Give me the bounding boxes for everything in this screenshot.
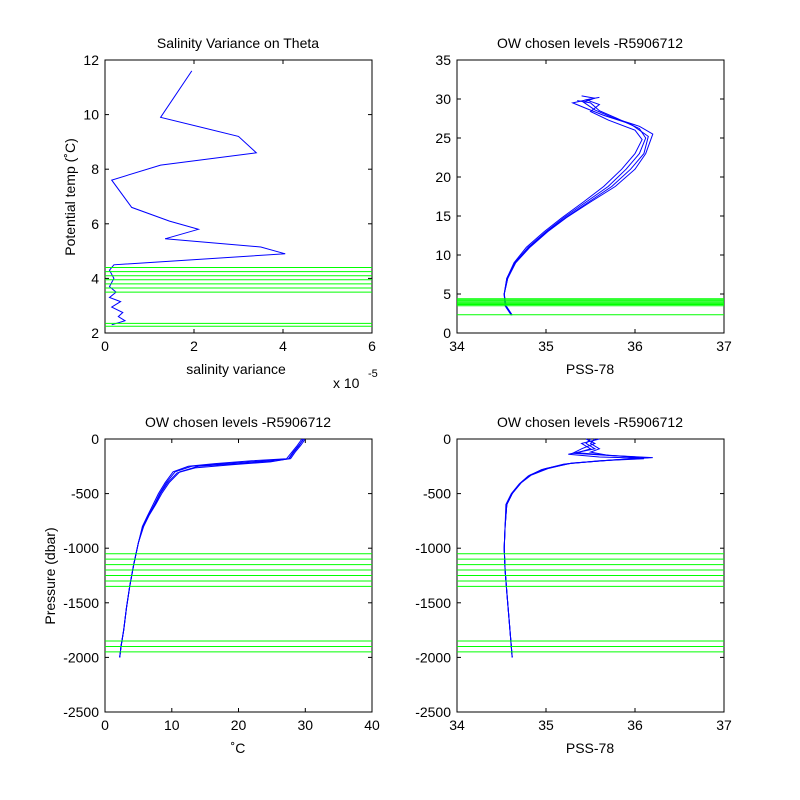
y-tick-label: 12 — [83, 52, 99, 68]
panel-title: OW chosen levels -R5906712 — [145, 414, 331, 430]
y-tick-label: -2000 — [63, 649, 99, 665]
series-line-1 — [108, 70, 286, 326]
x-tick-label: 4 — [279, 338, 287, 354]
y-axis-label: Pressure (dbar) — [42, 527, 58, 624]
y-tick-label: -2000 — [415, 649, 451, 665]
panel-title: Salinity Variance on Theta — [157, 35, 319, 51]
x-tick-label: 37 — [716, 717, 732, 733]
y-tick-label: -1500 — [415, 595, 451, 611]
x-tick-label: 37 — [716, 338, 732, 354]
series-line-3 — [503, 96, 643, 316]
x-tick-label: 34 — [449, 717, 465, 733]
x-multiplier-base: x 10 — [333, 375, 360, 391]
x-tick-label: 35 — [538, 717, 554, 733]
chosen-levels-layer — [105, 553, 372, 653]
x-axis-label: PSS-78 — [566, 361, 614, 377]
ticks-layer: 34 35 36 37 0 5 10 15 20 25 30 35 — [435, 52, 732, 354]
series-line-4 — [503, 438, 649, 658]
x-tick-label: 35 — [538, 338, 554, 354]
series-layer — [503, 438, 653, 658]
ticks-layer: 0 10 20 30 40 -2500 -2000 -1500 -1000 -500 0 — [63, 431, 380, 733]
x-tick-label: 34 — [449, 338, 465, 354]
y-tick-label: 0 — [443, 325, 451, 341]
theta-salinity-panel: 34 35 36 37 0 5 10 15 20 25 30 35 OW chosen levels … — [435, 35, 732, 377]
x-tick-label: 0 — [101, 338, 109, 354]
x-tick-label: 30 — [298, 717, 314, 733]
y-tick-label: 30 — [435, 91, 451, 107]
x-axis-label: PSS-78 — [566, 740, 614, 756]
y-tick-label: 4 — [91, 270, 99, 286]
y-tick-label: 10 — [83, 107, 99, 123]
chosen-levels-layer — [105, 267, 372, 327]
y-tick-label: 10 — [435, 247, 451, 263]
x-tick-label: 36 — [627, 338, 643, 354]
x-tick-label: 36 — [627, 717, 643, 733]
y-tick-label: 0 — [91, 431, 99, 447]
y-tick-label: -2500 — [415, 704, 451, 720]
y-tick-label: 35 — [435, 52, 451, 68]
y-tick-label: -1000 — [63, 540, 99, 556]
temperature-pressure-panel: 0 10 20 30 40 -2500 -2000 -1500 -1000 -500 0 OW ch… — [42, 414, 380, 756]
series-layer — [108, 70, 286, 326]
y-tick-label: -2500 — [63, 704, 99, 720]
y-tick-label: -1000 — [415, 540, 451, 556]
x-tick-label: 0 — [101, 717, 109, 733]
x-axis-label: salinity variance — [186, 361, 286, 377]
y-tick-label: 5 — [443, 286, 451, 302]
panel-title: OW chosen levels -R5906712 — [497, 35, 683, 51]
y-tick-label: 15 — [435, 208, 451, 224]
y-tick-label: 20 — [435, 169, 451, 185]
ticks-layer: 34 35 36 37 -2500 -2000 -1500 -1000 -500 0 — [415, 431, 732, 733]
chosen-levels-layer — [457, 553, 724, 653]
y-tick-label: -1500 — [63, 595, 99, 611]
x-tick-label: 6 — [368, 338, 376, 354]
y-axis-label: Potential temp (˚C) — [62, 138, 78, 255]
x-tick-label: 40 — [364, 717, 380, 733]
y-tick-label: -500 — [71, 486, 99, 502]
y-tick-label: 8 — [91, 161, 99, 177]
x-axis-label: ˚C — [231, 740, 246, 756]
y-tick-label: 2 — [91, 325, 99, 341]
y-tick-label: -500 — [423, 486, 451, 502]
x-tick-label: 20 — [231, 717, 247, 733]
x-multiplier-exponent: -5 — [368, 368, 378, 380]
y-tick-label: 25 — [435, 130, 451, 146]
series-line-4 — [503, 98, 649, 316]
salinity-pressure-panel: 34 35 36 37 -2500 -2000 -1500 -1000 -500 0 OW cho… — [415, 414, 732, 756]
series-line-4 — [119, 438, 304, 658]
series-layer — [119, 438, 306, 658]
series-layer — [503, 95, 654, 316]
x-tick-label: 2 — [190, 338, 198, 354]
chosen-levels-layer — [457, 298, 724, 316]
x-tick-label: 10 — [164, 717, 180, 733]
y-tick-label: 6 — [91, 216, 99, 232]
panel-title: OW chosen levels -R5906712 — [497, 414, 683, 430]
y-tick-label: 0 — [443, 431, 451, 447]
